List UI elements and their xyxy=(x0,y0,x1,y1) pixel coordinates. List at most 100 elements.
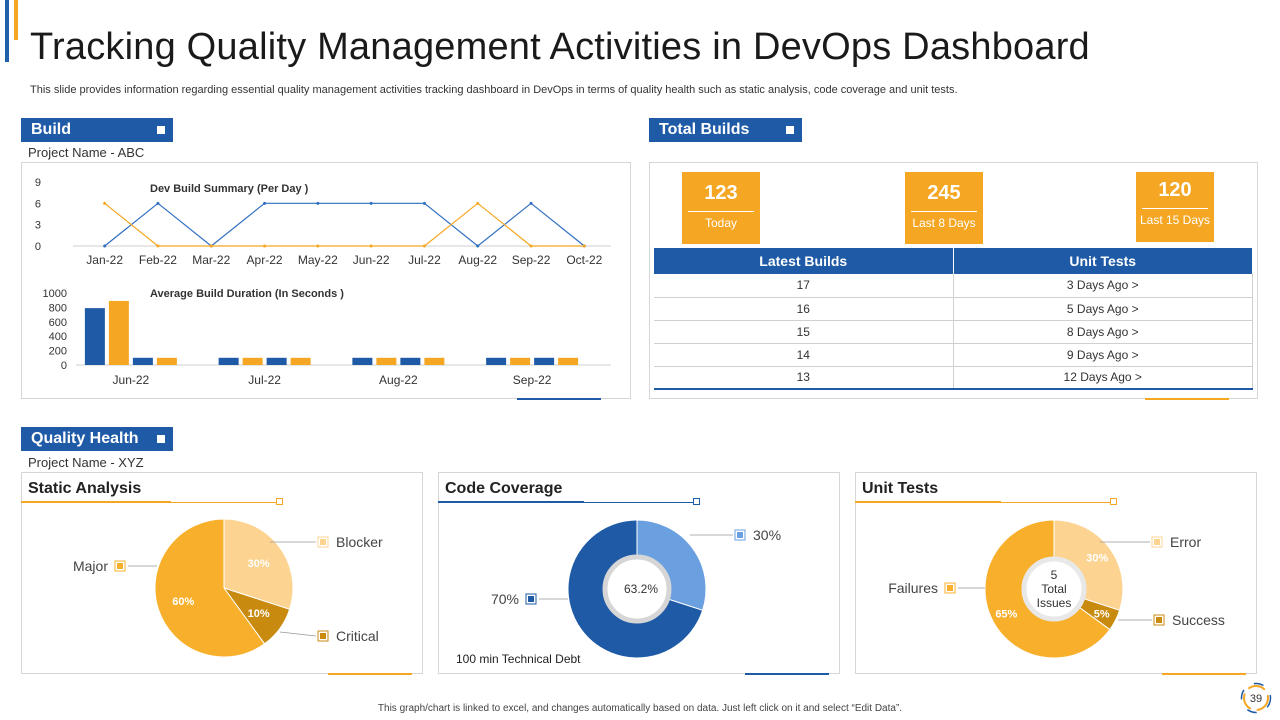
quality-project-name: Project Name - XYZ xyxy=(28,455,144,470)
data-point xyxy=(263,244,267,248)
x-tick-label: Sep-22 xyxy=(512,253,551,267)
series-line-0 xyxy=(104,202,585,247)
latest-builds-table: Latest Builds Unit Tests 17 3 Days Ago >… xyxy=(654,248,1253,390)
quality-health-section-label: Quality Health xyxy=(21,427,173,451)
y-tick-label: 1000 xyxy=(43,288,67,300)
table-row: 13 12 Days Ago > xyxy=(654,366,1253,390)
dev-build-line-chart: 0 3 6 9 Dev Build Summary (Per Day ) Jan-22 Fe… xyxy=(35,177,611,267)
kpi-last-15-days: 120 Last 15 Days xyxy=(1136,172,1214,242)
bar xyxy=(218,357,239,365)
square-icon xyxy=(276,498,283,505)
build-number: 13 xyxy=(654,366,954,390)
legend-label: Critical xyxy=(336,628,379,644)
data-point xyxy=(422,244,426,248)
build-charts: 0 3 6 9 Dev Build Summary (Per Day ) Jan-22 Fe… xyxy=(35,177,611,387)
donut-ring xyxy=(602,554,672,624)
total-builds-section-label: Total Builds xyxy=(649,118,802,142)
kpi-today: 123 Today xyxy=(682,172,760,244)
unit-test-link[interactable]: 5 Days Ago > xyxy=(953,297,1253,321)
x-tick-label: Feb-22 xyxy=(139,253,177,267)
build-number: 16 xyxy=(654,297,954,321)
x-tick-label: Sep-22 xyxy=(513,373,552,387)
table-row: 15 8 Days Ago > xyxy=(654,320,1253,344)
slice-label: 30% xyxy=(248,558,270,570)
unit-test-link[interactable]: 12 Days Ago > xyxy=(953,366,1253,390)
legend-swatch xyxy=(117,563,123,569)
header-latest-builds: Latest Builds xyxy=(654,248,954,274)
data-point xyxy=(369,244,373,248)
legend-label: 30% xyxy=(753,527,781,543)
x-tick-label: Jul-22 xyxy=(408,253,441,267)
slice-label: 10% xyxy=(248,608,270,620)
bar xyxy=(266,357,287,365)
bar xyxy=(486,357,507,365)
table-row: 16 5 Days Ago > xyxy=(654,297,1253,321)
x-tick-label: Aug-22 xyxy=(458,253,497,267)
build-number: 14 xyxy=(654,343,954,367)
data-point xyxy=(316,244,320,248)
unit-tests-title: Unit Tests xyxy=(862,480,939,497)
unit-test-link[interactable]: 9 Days Ago > xyxy=(953,343,1253,367)
build-duration-bar-chart: 0 200 400 600 800 1000 Average Build Duration … xyxy=(43,288,611,387)
table-row: 17 3 Days Ago > xyxy=(654,274,1253,298)
unit-center-line: Issues xyxy=(1037,596,1072,610)
x-tick-label: Oct-22 xyxy=(566,253,602,267)
x-tick-label: Jun-22 xyxy=(353,253,390,267)
y-tick-label: 3 xyxy=(35,220,41,232)
table-row: 14 9 Days Ago > xyxy=(654,343,1253,367)
slice-label: 65% xyxy=(995,608,1017,620)
page-subtitle: This slide provides information regardin… xyxy=(30,84,958,96)
kpi-8-label: Last 8 Days xyxy=(912,216,976,230)
legend-label: 70% xyxy=(491,591,519,607)
page-number-badge: 39 xyxy=(1240,682,1272,714)
data-point xyxy=(529,244,533,248)
x-tick-label: Jul-22 xyxy=(248,373,281,387)
data-point xyxy=(209,244,213,248)
bar xyxy=(84,308,105,365)
data-point xyxy=(476,244,480,248)
bar xyxy=(352,357,373,365)
data-point xyxy=(103,201,107,205)
slice-label: 60% xyxy=(172,596,194,608)
kpi-today-value: 123 xyxy=(704,182,738,204)
chart-title: Dev Build Summary (Per Day ) xyxy=(150,183,309,195)
build-label-text: Build xyxy=(31,121,71,138)
y-tick-label: 600 xyxy=(49,317,67,329)
build-section-label: Build xyxy=(21,118,173,142)
code-coverage-title: Code Coverage xyxy=(445,480,563,497)
bar xyxy=(156,357,177,365)
static-analysis-title: Static Analysis xyxy=(28,480,142,497)
technical-debt-note: 100 min Technical Debt xyxy=(456,652,581,666)
legend-label: Success xyxy=(1172,612,1225,628)
coverage-center-value: 63.2% xyxy=(624,582,658,596)
legend-swatch xyxy=(1154,539,1160,545)
unit-test-link[interactable]: 8 Days Ago > xyxy=(953,320,1253,344)
bar xyxy=(290,357,311,365)
chart-title: Average Build Duration (In Seconds ) xyxy=(150,288,344,300)
legend-label: Failures xyxy=(888,580,938,596)
bar xyxy=(108,300,129,365)
unit-center-line: 5 xyxy=(1051,568,1058,582)
bar xyxy=(376,357,397,365)
y-tick-label: 800 xyxy=(49,302,67,314)
bar xyxy=(534,357,555,365)
x-tick-label: Apr-22 xyxy=(247,253,283,267)
kpi-15-value: 120 xyxy=(1158,179,1192,201)
leader-line xyxy=(279,631,317,637)
legend-swatch xyxy=(1156,617,1162,623)
legend-label: Error xyxy=(1170,534,1201,550)
unit-test-link[interactable]: 3 Days Ago > xyxy=(953,274,1253,298)
pie-slice xyxy=(636,519,707,611)
legend-swatch xyxy=(320,633,326,639)
data-point xyxy=(103,244,107,248)
pie-slice xyxy=(154,518,266,658)
x-tick-label: Jun-22 xyxy=(113,373,150,387)
data-point xyxy=(369,201,373,205)
square-icon xyxy=(693,498,700,505)
bar xyxy=(558,357,579,365)
bar xyxy=(242,357,263,365)
slice-label: 30% xyxy=(1086,553,1108,565)
accent-bar-blue xyxy=(5,0,9,62)
bar xyxy=(510,357,531,365)
